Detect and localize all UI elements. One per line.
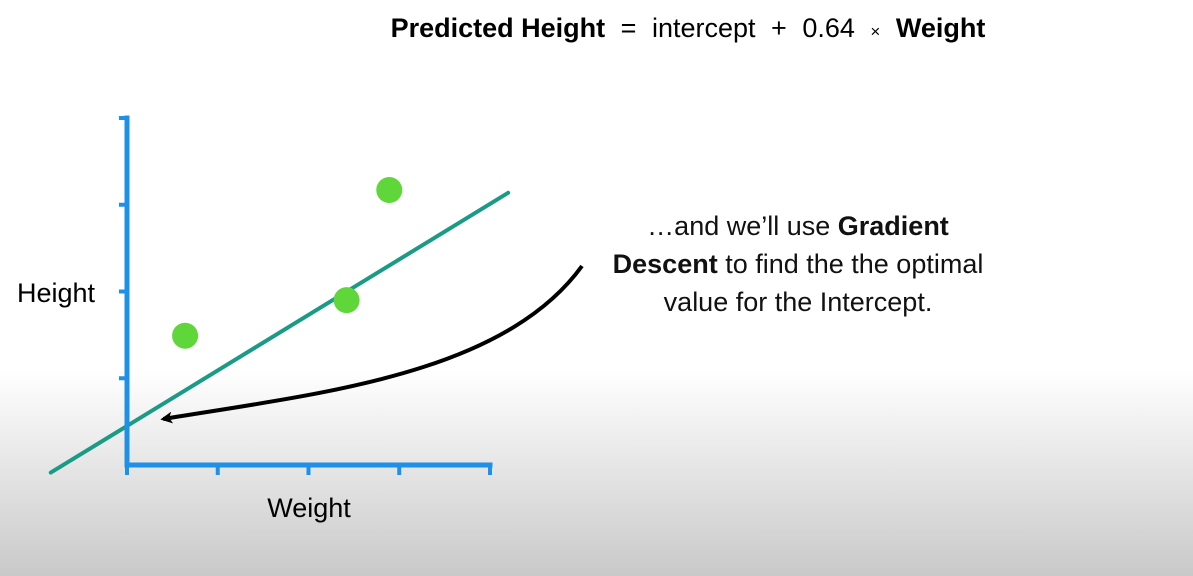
axes-layer: [119, 115, 493, 475]
equation-times: ×: [870, 22, 880, 41]
equation-plus: +: [771, 13, 787, 43]
explanation-part2: to find the the optimal value for the In…: [663, 249, 984, 317]
y-axis-label: Height: [17, 278, 96, 308]
equation-rhs: Weight: [896, 13, 986, 43]
equation-text: Predicted Height = intercept + 0.64 × We…: [391, 13, 986, 43]
fit-line-layer: [48, 190, 511, 475]
data-point: [376, 177, 403, 204]
x-axis-label: Weight: [267, 493, 351, 523]
equation-lhs: Predicted Height: [391, 13, 606, 43]
explanation-part1: …and we’ll use: [647, 211, 838, 241]
equation-intercept-term: intercept: [652, 13, 756, 43]
data-point: [172, 322, 199, 349]
fit-line: [48, 190, 511, 475]
equation-coefficient: 0.64: [802, 13, 855, 43]
intercept-arrow: [160, 264, 584, 424]
data-point: [333, 287, 360, 314]
explanation-bold: Gradient Descent: [612, 211, 949, 279]
equation-equals: =: [621, 13, 637, 43]
explanation-text: …and we’ll use Gradient Descent to find …: [598, 207, 998, 321]
points-layer: [172, 177, 403, 349]
